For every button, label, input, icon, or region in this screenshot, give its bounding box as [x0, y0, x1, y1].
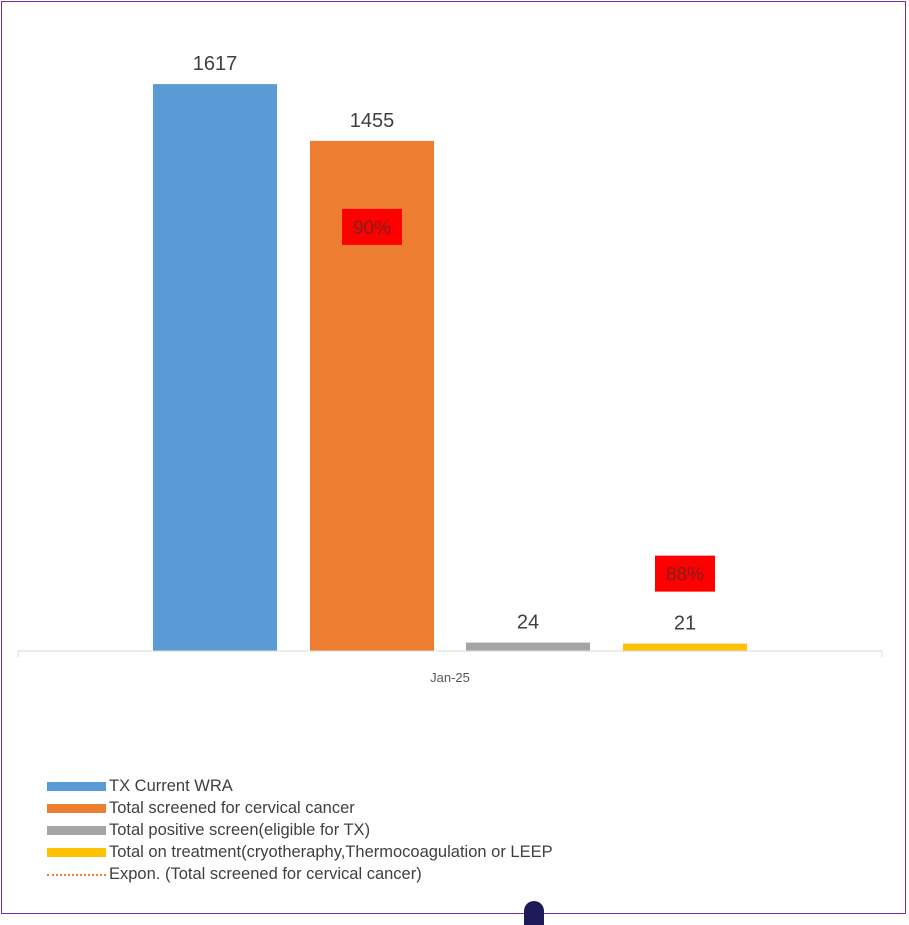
bar-chart: Jan-25 1617 1455 24 21 90% 88% — [17, 53, 883, 685]
legend-item: Expon. (Total screened for cervical canc… — [47, 863, 553, 885]
legend-dotted-line-icon — [47, 873, 106, 876]
legend-item: Total screened for cervical cancer — [47, 797, 553, 819]
annotation-background — [655, 555, 715, 592]
legend-item: TX Current WRA — [47, 775, 553, 797]
annotation-text: 88% — [666, 565, 704, 586]
legend-label: Total positive screen(eligible for TX) — [109, 820, 371, 839]
bar-value-label: 1455 — [350, 110, 395, 132]
legend-swatch — [47, 847, 106, 857]
annotation-background — [342, 208, 402, 245]
legend-swatch — [47, 781, 106, 791]
legend-item: Total on treatment(cryotheraphy,Thermoco… — [47, 841, 553, 863]
bar-value-label: 21 — [674, 613, 696, 635]
x-axis-tick-label: Jan-25 — [430, 670, 470, 685]
annotation-text: 90% — [353, 218, 391, 239]
bar-value-label: 24 — [517, 612, 539, 634]
legend-swatch — [47, 803, 106, 813]
legend-label: Total on treatment(cryotheraphy,Thermoco… — [109, 842, 553, 861]
legend-label: TX Current WRA — [109, 776, 233, 795]
legend-swatch — [47, 825, 106, 835]
percentage-annotation: 90% — [342, 208, 402, 245]
bar — [466, 642, 590, 651]
bar — [623, 643, 747, 651]
percentage-annotation: 88% — [655, 555, 715, 592]
legend-label: Expon. (Total screened for cervical canc… — [109, 864, 422, 883]
legend-item: Total positive screen(eligible for TX) — [47, 819, 553, 841]
legend-label: Total screened for cervical cancer — [109, 798, 355, 817]
legend: TX Current WRA Total screened for cervica… — [47, 775, 553, 885]
bar-value-label: 1617 — [193, 53, 238, 75]
bar — [153, 84, 277, 652]
decorative-shape — [524, 901, 544, 925]
